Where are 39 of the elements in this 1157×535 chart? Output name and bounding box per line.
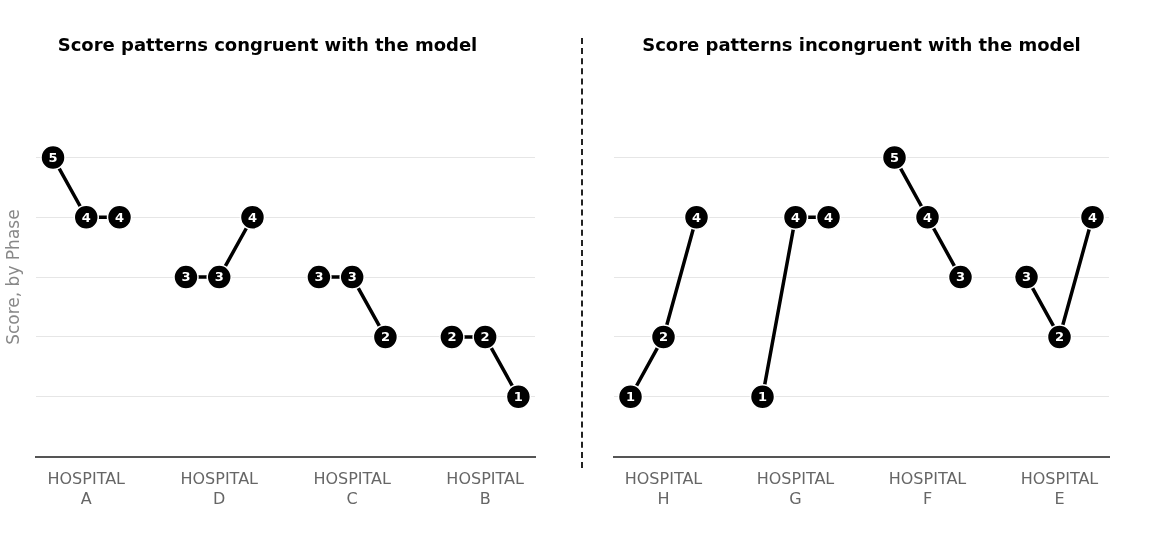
data-label: 1 <box>625 389 636 405</box>
chart-title: Score patterns congruent with the model <box>57 34 478 56</box>
point <box>1046 324 1073 350</box>
point <box>372 324 399 350</box>
data-label: 2 <box>1054 329 1065 345</box>
data-label: 2 <box>480 329 490 345</box>
data-label: 2 <box>658 329 669 345</box>
data-label: 3 <box>1021 269 1032 285</box>
data-label: 3 <box>347 269 357 285</box>
x-tick-label: HOSPITAL H <box>624 469 703 508</box>
data-label: 3 <box>214 269 224 285</box>
x-tick-label: HOSPITAL G <box>756 469 835 508</box>
data-label: 4 <box>114 209 125 225</box>
x-tick-label: HOSPITAL B <box>446 469 524 508</box>
y-axis-title: Score, by Phase <box>2 209 23 345</box>
point <box>505 384 532 410</box>
x-tick-label: HOSPITAL E <box>1020 469 1099 508</box>
data-label: 4 <box>1087 209 1098 225</box>
data-label: 1 <box>513 389 523 405</box>
data-label: 4 <box>922 209 933 225</box>
data-label: 5 <box>48 149 58 165</box>
chart-title: Score patterns incongruent with the model <box>642 34 1081 56</box>
point <box>650 324 677 350</box>
x-tick-label: HOSPITAL C <box>313 469 392 508</box>
data-label: 4 <box>790 209 801 225</box>
x-tick-label: HOSPITAL A <box>47 469 126 508</box>
data-label: 4 <box>823 209 834 225</box>
data-label: 3 <box>181 269 191 285</box>
data-label: 1 <box>757 389 768 405</box>
x-tick-label: HOSPITAL F <box>888 469 967 508</box>
data-label: 2 <box>380 329 390 345</box>
data-label: 3 <box>955 269 966 285</box>
x-tick-label: HOSPITAL D <box>180 469 259 508</box>
data-label: 4 <box>81 209 91 225</box>
data-label: 4 <box>691 209 702 225</box>
data-label: 4 <box>247 209 257 225</box>
data-label: 5 <box>889 149 900 165</box>
data-label: 2 <box>447 329 457 345</box>
data-label: 3 <box>314 269 324 285</box>
